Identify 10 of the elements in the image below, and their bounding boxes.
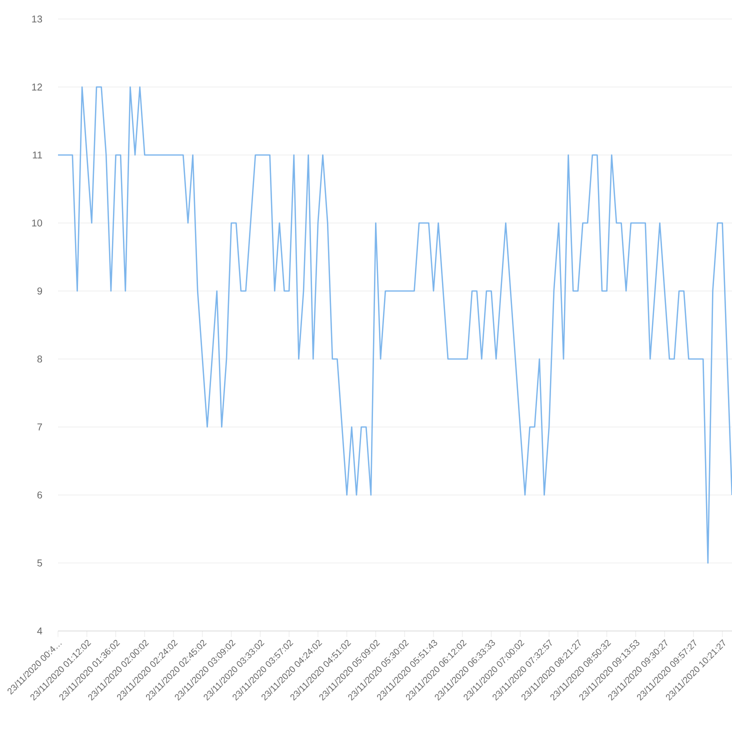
y-tick-label: 10 (32, 219, 42, 227)
y-tick-label: 11 (32, 152, 42, 158)
y-tick-label: 8 (37, 355, 42, 363)
y-tick-label: 6 (37, 491, 42, 499)
y-tick-label: 9 (37, 287, 42, 295)
y-tick-label: 4 (37, 628, 42, 634)
y-tick-label: 12 (32, 84, 42, 90)
y-tick-label: 5 (37, 560, 42, 566)
y-tick-label: 13 (32, 15, 42, 23)
y-tick-label: 7 (37, 424, 42, 430)
